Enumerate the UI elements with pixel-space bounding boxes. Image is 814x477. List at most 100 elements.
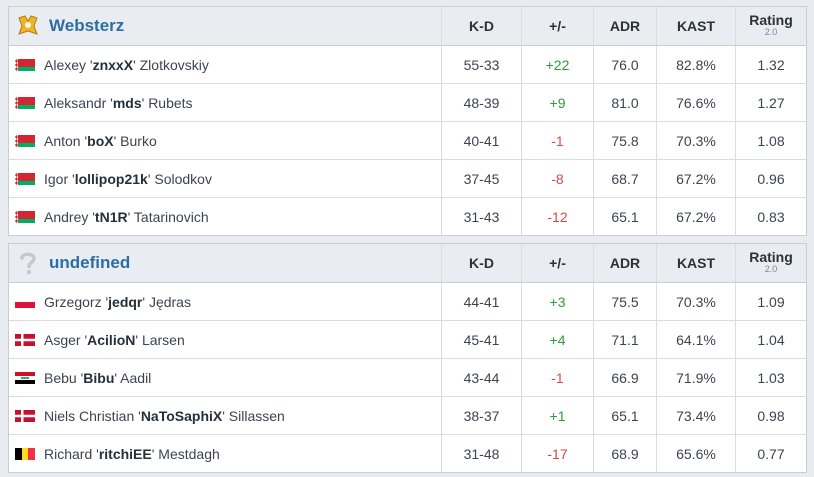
dk-flag-icon bbox=[15, 409, 37, 423]
player-row: Richard 'ritchiEE' Mestdagh 31-48 -17 68.9 6… bbox=[9, 435, 806, 472]
kd-value: 44-41 bbox=[441, 283, 521, 320]
player-nickname: NaToSaphiX bbox=[140, 407, 223, 424]
rating-value: 1.27 bbox=[735, 84, 806, 121]
player-cell: Andrey 'tN1R' Tatarinovich bbox=[9, 198, 441, 235]
adr-value: 75.8 bbox=[593, 122, 656, 159]
player-name-link[interactable]: Richard 'ritchiEE' Mestdagh bbox=[44, 446, 220, 462]
kd-value: 38-37 bbox=[441, 397, 521, 434]
player-cell: Anton 'boX' Burko bbox=[9, 122, 441, 159]
col-adr-header: ADR bbox=[593, 7, 656, 45]
adr-value: 65.1 bbox=[593, 198, 656, 235]
kast-value: 70.3% bbox=[656, 283, 735, 320]
col-rating-header: Rating 2.0 bbox=[735, 244, 806, 282]
player-name-link[interactable]: Anton 'boX' Burko bbox=[44, 133, 157, 149]
websterz-logo-icon bbox=[15, 13, 41, 39]
player-first-name: Andrey ' bbox=[44, 208, 95, 225]
player-row: Anton 'boX' Burko 40-41 -1 75.8 70.3% 1.08 bbox=[9, 122, 806, 160]
player-first-name: Grzegorz ' bbox=[44, 293, 109, 310]
player-last-name: ' Jędras bbox=[142, 293, 191, 310]
player-first-name: Bebu ' bbox=[44, 369, 84, 386]
kast-value: 73.4% bbox=[656, 397, 735, 434]
rating-value: 0.83 bbox=[735, 198, 806, 235]
player-first-name: Richard ' bbox=[44, 445, 99, 462]
player-name-link[interactable]: Asger 'AcilioN' Larsen bbox=[44, 332, 185, 348]
table-header: undefined K-D +/- ADR KAST Rating 2.0 bbox=[9, 244, 806, 283]
col-kd-header: K-D bbox=[441, 7, 521, 45]
rating-label: Rating bbox=[749, 249, 793, 265]
player-name-link[interactable]: Igor 'lollipop21k' Solodkov bbox=[44, 171, 212, 187]
kast-value: 71.9% bbox=[656, 359, 735, 396]
team-header-cell: undefined bbox=[9, 244, 441, 282]
player-cell: Alexey 'znxxX' Zlotkovskiy bbox=[9, 46, 441, 83]
player-name-link[interactable]: Niels Christian 'NaToSaphiX' Sillassen bbox=[44, 408, 285, 424]
player-name-link[interactable]: Andrey 'tN1R' Tatarinovich bbox=[44, 209, 209, 225]
player-cell: Bebu 'Bibu' Aadil bbox=[9, 359, 441, 396]
kd-value: 55-33 bbox=[441, 46, 521, 83]
player-first-name: Aleksandr ' bbox=[44, 94, 113, 111]
dk-flag-icon bbox=[15, 333, 37, 347]
kd-value: 48-39 bbox=[441, 84, 521, 121]
rating-value: 0.98 bbox=[735, 397, 806, 434]
player-name-link[interactable]: Grzegorz 'jedqr' Jędras bbox=[44, 294, 191, 310]
player-nickname: AcilioN bbox=[87, 331, 136, 348]
kd-value: 45-41 bbox=[441, 321, 521, 358]
player-last-name: ' Solodkov bbox=[147, 170, 212, 187]
player-nickname: tN1R bbox=[94, 208, 128, 225]
kast-value: 64.1% bbox=[656, 321, 735, 358]
adr-value: 76.0 bbox=[593, 46, 656, 83]
plusminus-value: -17 bbox=[521, 435, 593, 472]
plusminus-value: +3 bbox=[521, 283, 593, 320]
plusminus-value: -12 bbox=[521, 198, 593, 235]
player-row: Grzegorz 'jedqr' Jędras 44-41 +3 75.5 70.3% 1… bbox=[9, 283, 806, 321]
rating-value: 1.08 bbox=[735, 122, 806, 159]
table-header: Websterz K-D +/- ADR KAST Rating 2.0 bbox=[9, 7, 806, 46]
player-name-link[interactable]: Alexey 'znxxX' Zlotkovskiy bbox=[44, 57, 209, 73]
plusminus-value: -8 bbox=[521, 160, 593, 197]
player-last-name: ' Tatarinovich bbox=[127, 208, 209, 225]
col-rating-header: Rating 2.0 bbox=[735, 7, 806, 45]
by-flag-icon bbox=[15, 96, 37, 110]
rating-version: 2.0 bbox=[764, 27, 778, 37]
rating-version: 2.0 bbox=[764, 264, 778, 274]
col-kd-header: K-D bbox=[441, 244, 521, 282]
player-last-name: ' Burko bbox=[113, 132, 157, 149]
col-plusminus-header: +/- bbox=[521, 7, 593, 45]
adr-value: 71.1 bbox=[593, 321, 656, 358]
team-name-link[interactable]: undefined bbox=[49, 253, 131, 272]
player-row: Aleksandr 'mds' Rubets 48-39 +9 81.0 76.6% 1.… bbox=[9, 84, 806, 122]
player-cell: Richard 'ritchiEE' Mestdagh bbox=[9, 435, 441, 472]
player-last-name: ' Sillassen bbox=[222, 407, 285, 424]
col-plusminus-header: +/- bbox=[521, 244, 593, 282]
col-kast-header: KAST bbox=[656, 7, 735, 45]
adr-value: 68.9 bbox=[593, 435, 656, 472]
player-cell: Aleksandr 'mds' Rubets bbox=[9, 84, 441, 121]
player-cell: Igor 'lollipop21k' Solodkov bbox=[9, 160, 441, 197]
by-flag-icon bbox=[15, 172, 37, 186]
player-nickname: jedqr bbox=[108, 293, 143, 310]
player-first-name: Anton ' bbox=[44, 132, 88, 149]
adr-value: 66.9 bbox=[593, 359, 656, 396]
by-flag-icon bbox=[15, 134, 37, 148]
iq-flag-icon bbox=[15, 371, 37, 385]
kd-value: 31-43 bbox=[441, 198, 521, 235]
team-header-cell: Websterz bbox=[9, 7, 441, 45]
player-name-link[interactable]: Aleksandr 'mds' Rubets bbox=[44, 95, 193, 111]
kast-value: 65.6% bbox=[656, 435, 735, 472]
player-row: Bebu 'Bibu' Aadil 43-44 -1 66.9 71.9% 1.03 bbox=[9, 359, 806, 397]
team-name-link[interactable]: Websterz bbox=[49, 16, 125, 35]
player-name-link[interactable]: Bebu 'Bibu' Aadil bbox=[44, 370, 151, 386]
player-nickname: Bibu bbox=[83, 369, 115, 386]
rating-value: 1.32 bbox=[735, 46, 806, 83]
by-flag-icon bbox=[15, 58, 37, 72]
kd-value: 43-44 bbox=[441, 359, 521, 396]
kast-value: 76.6% bbox=[656, 84, 735, 121]
col-kast-header: KAST bbox=[656, 244, 735, 282]
player-last-name: ' Mestdagh bbox=[151, 445, 220, 462]
plusminus-value: +4 bbox=[521, 321, 593, 358]
adr-value: 65.1 bbox=[593, 397, 656, 434]
player-last-name: ' Zlotkovskiy bbox=[133, 56, 209, 73]
player-cell: Asger 'AcilioN' Larsen bbox=[9, 321, 441, 358]
plusminus-value: +1 bbox=[521, 397, 593, 434]
adr-value: 75.5 bbox=[593, 283, 656, 320]
rating-value: 0.77 bbox=[735, 435, 806, 472]
